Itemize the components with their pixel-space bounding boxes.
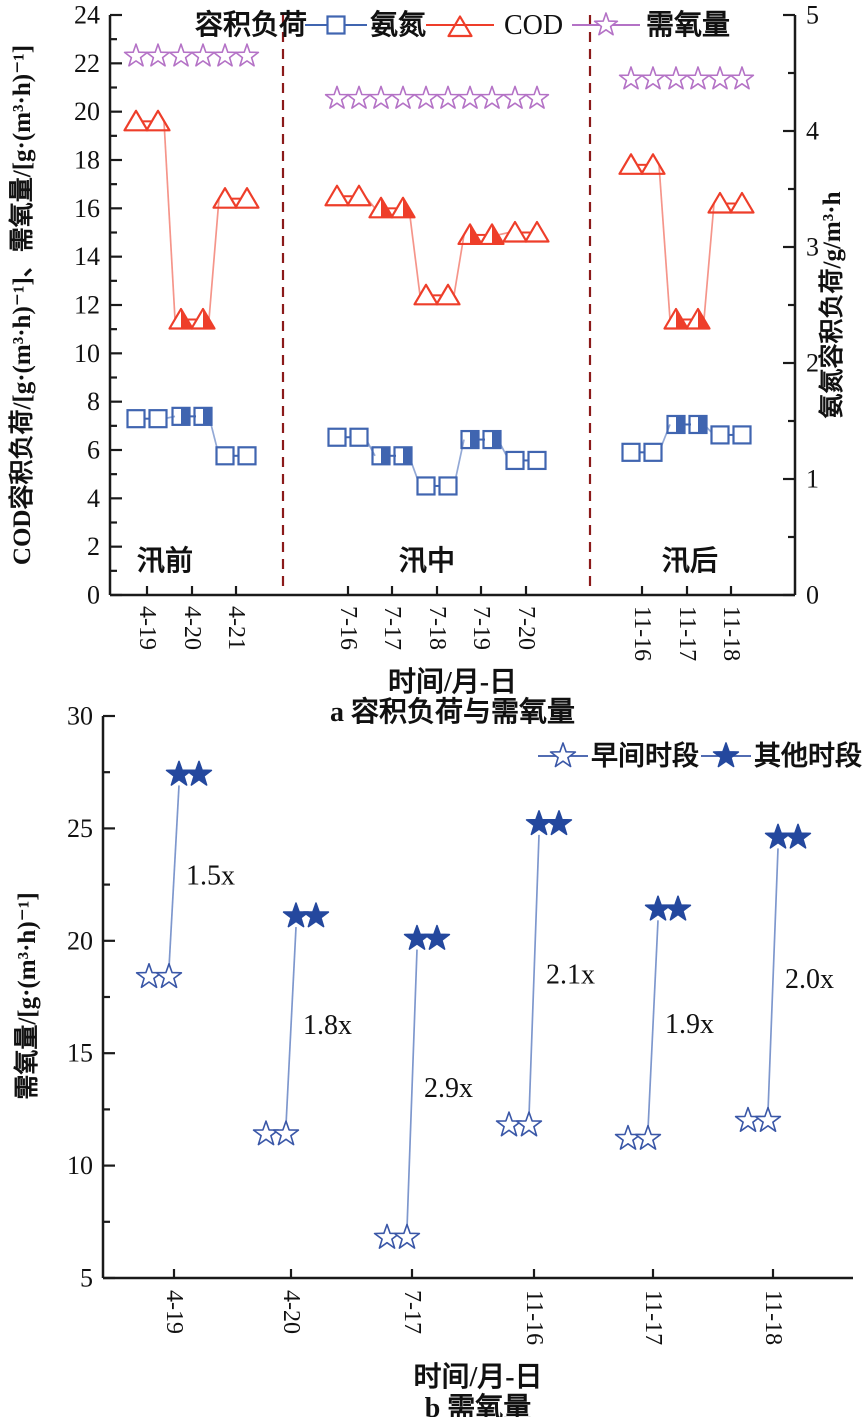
svg-text:12: 12	[74, 291, 100, 320]
svg-text:5: 5	[80, 1264, 93, 1293]
svg-text:10: 10	[74, 339, 100, 368]
svg-text:7-18: 7-18	[424, 606, 450, 650]
svg-text:11-17: 11-17	[674, 606, 700, 661]
svg-text:4-20: 4-20	[179, 606, 205, 650]
svg-text:20: 20	[74, 97, 100, 126]
svg-text:需氧量/[g·(m³·h)⁻¹]: 需氧量/[g·(m³·h)⁻¹]	[13, 892, 41, 1099]
svg-text:2.0x: 2.0x	[785, 964, 834, 995]
svg-text:14: 14	[74, 242, 100, 271]
svg-text:4-19: 4-19	[134, 606, 160, 650]
svg-text:1: 1	[806, 465, 819, 494]
svg-text:0: 0	[806, 581, 819, 610]
svg-text:2.1x: 2.1x	[546, 960, 595, 991]
svg-text:3: 3	[806, 233, 819, 262]
svg-text:4: 4	[87, 484, 100, 513]
svg-text:4-21: 4-21	[223, 606, 249, 650]
svg-text:10: 10	[67, 1151, 93, 1180]
svg-text:4: 4	[806, 117, 819, 146]
svg-text:容积负荷: 容积负荷	[195, 8, 307, 41]
svg-text:1.9x: 1.9x	[665, 1009, 714, 1040]
chart-b-caption: b 需氧量	[424, 1393, 532, 1417]
svg-text:COD: COD	[504, 10, 563, 41]
svg-text:氨氮: 氨氮	[370, 9, 426, 41]
svg-text:2: 2	[87, 532, 100, 561]
svg-text:5: 5	[806, 1, 819, 30]
svg-text:需氧量: 需氧量	[646, 9, 730, 41]
svg-text:20: 20	[67, 926, 93, 955]
svg-text:氨氮容积负荷/g/m³·h: 氨氮容积负荷/g/m³·h	[817, 191, 846, 418]
svg-text:11-18: 11-18	[718, 606, 744, 661]
chart-b-canvas: 5 10 15 20 25 30 4-19 4-20 7-17 11-16 11-17 11-18 需氧…	[13, 706, 862, 1345]
chart-a-x-axis-title: 时间/月-日	[387, 667, 518, 698]
svg-text:7-20: 7-20	[513, 606, 539, 650]
svg-text:15: 15	[67, 1039, 93, 1068]
svg-text:8: 8	[87, 387, 100, 416]
svg-text:24: 24	[74, 1, 100, 30]
chart-a-caption: a 容积负荷与需氧量	[329, 697, 575, 728]
svg-text:COD容积负荷/[g·(m³·h)⁻¹]、需氧量/[g·(m: COD容积负荷/[g·(m³·h)⁻¹]、需氧量/[g·(m³·h)⁻¹]	[7, 45, 36, 565]
svg-text:16: 16	[74, 194, 100, 223]
svg-text:6: 6	[87, 436, 100, 465]
svg-text:11-17: 11-17	[640, 1290, 666, 1345]
svg-text:2: 2	[806, 349, 819, 378]
svg-text:30: 30	[67, 706, 93, 731]
svg-text:18: 18	[74, 146, 100, 175]
svg-text:7-17: 7-17	[379, 606, 405, 650]
svg-text:11-16: 11-16	[629, 606, 655, 661]
svg-text:4-20: 4-20	[278, 1290, 304, 1334]
chart-b-x-axis-title: 时间/月-日	[413, 1362, 543, 1393]
svg-text:早间时段: 早间时段	[591, 741, 699, 771]
svg-text:11-18: 11-18	[760, 1290, 786, 1345]
svg-text:1.5x: 1.5x	[186, 861, 235, 892]
svg-text:汛后: 汛后	[662, 545, 718, 577]
svg-text:7-16: 7-16	[335, 606, 361, 650]
svg-text:0: 0	[87, 581, 100, 610]
svg-text:汛前: 汛前	[137, 544, 193, 577]
svg-text:22: 22	[74, 49, 100, 78]
svg-text:2.9x: 2.9x	[424, 1073, 473, 1104]
svg-text:4-19: 4-19	[161, 1290, 187, 1334]
svg-text:1.8x: 1.8x	[303, 1010, 352, 1041]
svg-text:7-17: 7-17	[399, 1290, 425, 1334]
svg-text:其他时段: 其他时段	[754, 741, 862, 771]
svg-text:25: 25	[67, 814, 93, 843]
svg-text:汛中: 汛中	[399, 545, 455, 577]
svg-text:11-16: 11-16	[521, 1290, 547, 1345]
svg-text:7-19: 7-19	[468, 606, 494, 650]
